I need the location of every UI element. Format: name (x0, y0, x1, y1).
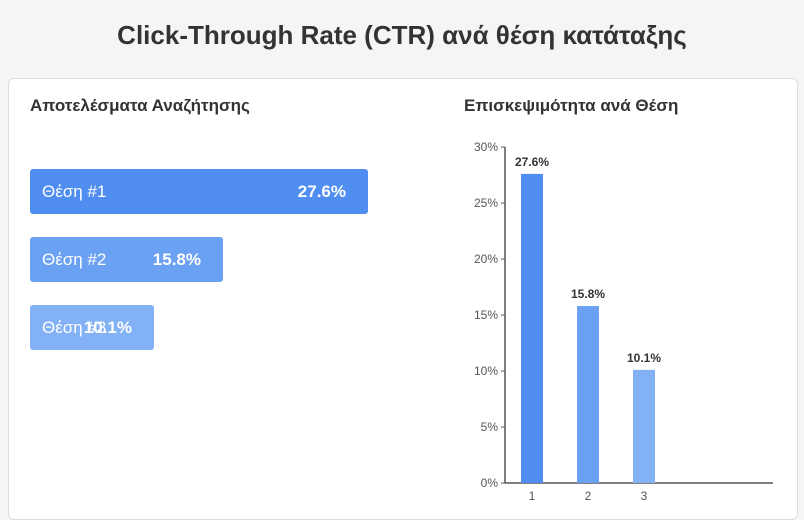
result-bar-3: Θέση #3 10.1% (30, 305, 154, 350)
search-results-title: Αποτελέσματα Αναζήτησης (30, 96, 250, 115)
result-bar-1: Θέση #1 27.6% (30, 169, 368, 214)
result-bar-label: Θέση #3 (42, 318, 107, 337)
result-bar-value: 15.8% (152, 250, 201, 269)
traffic-chart-title: Επισκεψιμότητα ανά Θέση (464, 96, 679, 115)
content-card (8, 78, 798, 520)
result-bar-value: 27.6% (297, 182, 346, 201)
page-title: Click-Through Rate (CTR) ανά θέση κατάτα… (117, 20, 687, 50)
result-bar-value: 10.1% (83, 318, 132, 337)
result-bar-2: Θέση #2 15.8% (30, 237, 223, 282)
result-bar-label: Θέση #1 (42, 182, 107, 201)
result-bar-label: Θέση #2 (42, 250, 107, 269)
